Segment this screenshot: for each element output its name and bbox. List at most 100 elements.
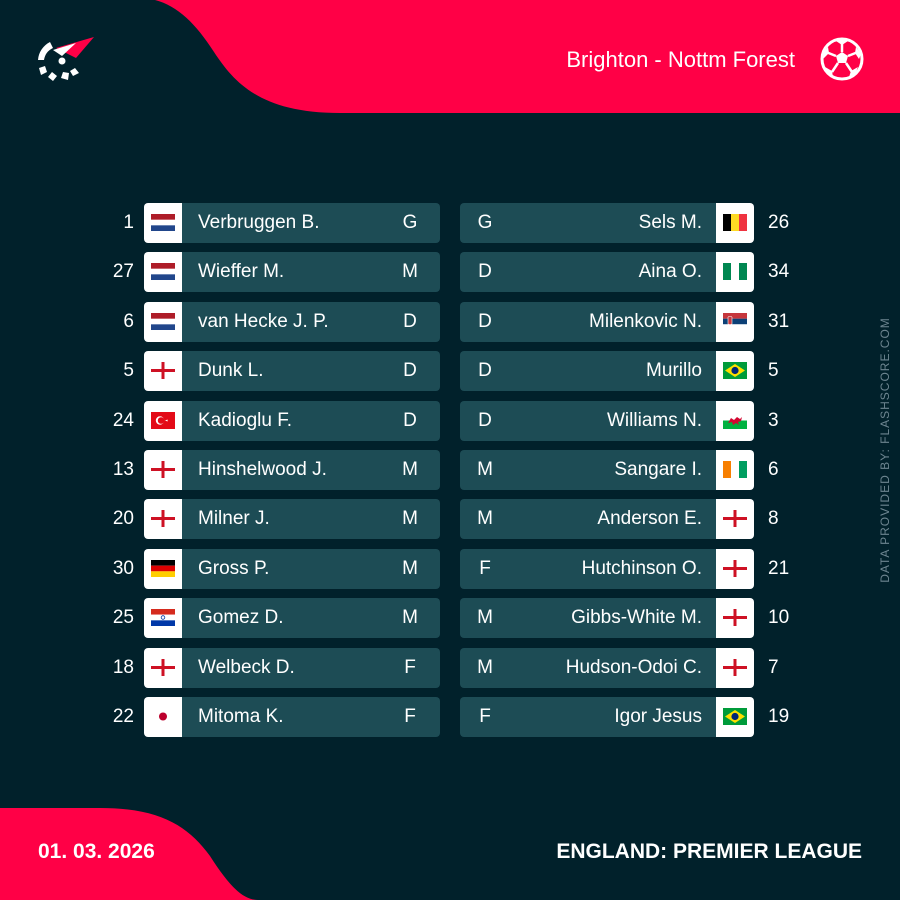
shirt-number: 18 — [112, 656, 134, 678]
player-bar[interactable]: Sangare I. M — [460, 450, 716, 490]
shirt-number: 30 — [112, 557, 134, 579]
player-position: F — [479, 706, 491, 727]
player-position: G — [477, 212, 493, 233]
flag-box — [144, 598, 182, 639]
shirt-number: 7 — [768, 656, 779, 678]
player-name: Verbruggen B. — [198, 212, 320, 233]
player-name: Hinshelwood J. — [198, 459, 327, 480]
flag-box — [144, 351, 182, 392]
flag-box — [716, 647, 754, 688]
player-position: D — [478, 261, 492, 283]
shirt-number: 13 — [112, 459, 134, 480]
home-player-row: 18 Welbeck D. F — [100, 647, 440, 688]
shirt-number: 6 — [123, 310, 134, 332]
player-name: van Hecke J. P. — [198, 310, 329, 332]
player-position: M — [477, 459, 493, 480]
player-name: Dunk L. — [198, 360, 264, 382]
player-bar[interactable]: Gross P. M — [182, 548, 440, 589]
player-position: D — [478, 310, 492, 332]
player-bar[interactable]: Williams N. D — [460, 400, 716, 441]
player-name: Hutchinson O. — [581, 557, 702, 579]
player-bar[interactable]: Milenkovic N. D — [460, 301, 716, 342]
flag-box — [716, 499, 754, 540]
player-name: Kadioglu F. — [198, 409, 293, 431]
player-bar[interactable]: Verbruggen B. G — [182, 203, 440, 243]
player-position: M — [402, 607, 418, 629]
player-bar[interactable]: van Hecke J. P. D — [182, 301, 440, 342]
player-bar[interactable]: Aina O. D — [460, 252, 716, 293]
home-player-row: 24 Kadioglu F. D — [100, 400, 440, 441]
england-flag-icon — [723, 559, 747, 577]
player-bar[interactable]: Dunk L. D — [182, 351, 440, 392]
shirt-number: 3 — [768, 409, 779, 431]
flag-box — [144, 400, 182, 441]
player-bar[interactable]: Hudson-Odoi C. M — [460, 647, 716, 688]
player-bar[interactable]: Wieffer M. M — [182, 252, 440, 293]
player-position: M — [402, 261, 418, 283]
flag-box — [716, 252, 754, 293]
shirt-number: 22 — [112, 706, 134, 727]
player-position: G — [402, 212, 418, 233]
flag-box — [716, 548, 754, 589]
paraguay-flag-icon — [151, 609, 175, 627]
belgium-flag-icon — [723, 214, 747, 231]
serbia-flag-icon — [723, 312, 747, 330]
player-bar[interactable]: Gomez D. M — [182, 598, 440, 639]
footer-red-shape — [0, 808, 258, 900]
match-title: Brighton - Nottm Forest — [566, 47, 795, 72]
competition-name: ENGLAND: PREMIER LEAGUE — [556, 840, 862, 863]
flag-box — [144, 252, 182, 293]
shirt-number: 10 — [768, 607, 790, 629]
shirt-number: 31 — [768, 310, 790, 332]
player-bar[interactable]: Anderson E. M — [460, 499, 716, 540]
shirt-number: 34 — [768, 261, 790, 283]
home-player-row: 22 Mitoma K. F — [100, 697, 440, 737]
match-date: 01. 03. 2026 — [38, 840, 155, 863]
player-name: Sels M. — [638, 212, 702, 233]
shirt-number: 27 — [112, 261, 134, 283]
home-player-row: 25 Gomez D. M — [100, 598, 440, 639]
player-name: Wieffer M. — [198, 261, 285, 283]
flag-box — [716, 203, 754, 243]
netherlands-flag-icon — [151, 312, 175, 330]
flag-box — [144, 203, 182, 243]
shirt-number: 19 — [768, 706, 790, 727]
player-bar[interactable]: Milner J. M — [182, 499, 440, 540]
shirt-number: 20 — [112, 508, 134, 530]
player-position: M — [402, 508, 418, 530]
flag-box — [716, 598, 754, 639]
away-player-row: 5 Murillo D — [460, 351, 800, 392]
player-bar[interactable]: Murillo D — [460, 351, 716, 392]
flag-box — [716, 450, 754, 490]
player-bar[interactable]: Kadioglu F. D — [182, 400, 440, 441]
player-bar[interactable]: Welbeck D. F — [182, 647, 440, 688]
flag-box — [144, 301, 182, 342]
player-bar[interactable]: Igor Jesus F — [460, 697, 716, 737]
player-position: M — [402, 557, 418, 579]
home-player-row: 13 Hinshelwood J. M — [100, 450, 440, 490]
shirt-number: 21 — [768, 557, 790, 579]
player-bar[interactable]: Hutchinson O. F — [460, 548, 716, 589]
player-name: Mitoma K. — [198, 706, 284, 727]
player-name: Anderson E. — [597, 508, 702, 530]
header-red-shape — [155, 0, 900, 113]
away-player-row: 34 Aina O. D — [460, 252, 800, 293]
wales-flag-icon — [723, 411, 747, 429]
england-flag-icon — [151, 510, 175, 528]
turkey-flag-icon — [151, 411, 175, 429]
player-bar[interactable]: Sels M. G — [460, 203, 716, 243]
ivory-coast-flag-icon — [723, 461, 747, 478]
england-flag-icon — [723, 658, 747, 676]
flag-box — [144, 548, 182, 589]
player-bar[interactable]: Mitoma K. F — [182, 697, 440, 737]
netherlands-flag-icon — [151, 263, 175, 281]
flag-box — [716, 301, 754, 342]
shirt-number: 8 — [768, 508, 779, 530]
england-flag-icon — [151, 461, 175, 478]
player-name: Gibbs-White M. — [571, 607, 702, 629]
player-bar[interactable]: Hinshelwood J. M — [182, 450, 440, 490]
player-bar[interactable]: Gibbs-White M. M — [460, 598, 716, 639]
england-flag-icon — [151, 658, 175, 676]
brazil-flag-icon — [723, 362, 747, 380]
